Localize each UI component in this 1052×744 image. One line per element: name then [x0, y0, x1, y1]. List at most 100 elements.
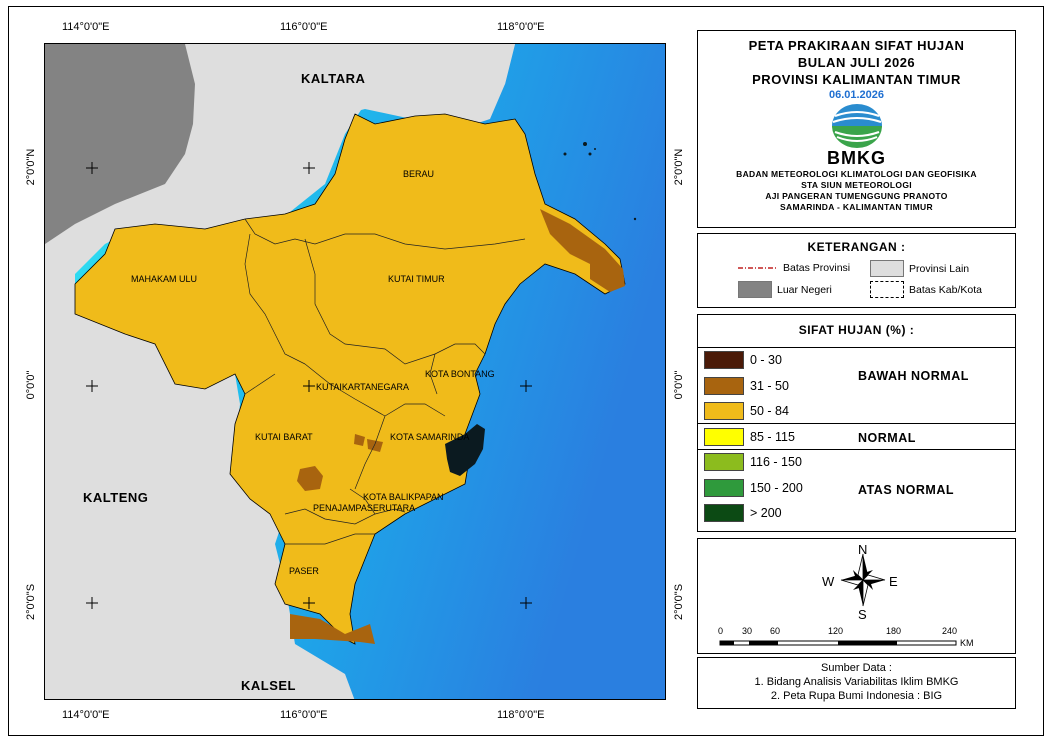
legend-class-swatch: [704, 478, 744, 497]
legend-provinsi-lain: Provinsi Lain: [870, 260, 969, 277]
grid-crosses: [86, 162, 532, 609]
class-rows: 0 - 30 31 - 50 50 - 84 85 - 115 116 - 150 150…: [698, 347, 1015, 533]
map-date: 06.01.2026: [828, 89, 885, 101]
other-province-swatch: [870, 260, 904, 277]
below-normal-patch: [367, 439, 383, 452]
map-title-line3: PROVINSI KALIMANTAN TIMUR: [752, 72, 961, 87]
logo-text: BMKG: [827, 148, 886, 168]
region-label-kaltara: KALTARA: [301, 71, 366, 86]
legend-class-swatch: [704, 402, 744, 420]
lat-label-left: 0°0'0": [25, 370, 37, 400]
sifat-hujan-title: SIFAT HUJAN (%) :: [798, 323, 915, 337]
place-label-kota-balikpapan: KOTA BALIKPAPAN: [363, 492, 444, 502]
scale-tick-label: 120: [828, 626, 844, 636]
below-normal-patch: [290, 614, 375, 644]
place-label-kota-bontang: KOTA BONTANG: [425, 369, 495, 379]
map-area[interactable]: KALTARA KALTENG KALSEL BERAU MAHAKAM ULU…: [44, 43, 666, 700]
bmkg-logo-icon: [698, 104, 1015, 148]
foreign-swatch: [738, 281, 772, 298]
legend-batas-kab: Batas Kab/Kota: [870, 281, 982, 298]
legend-class-row: 150 - 200: [698, 475, 1015, 500]
category-normal: NORMAL: [858, 431, 916, 445]
place-label-penajam: PENAJAMPASERUTARA: [313, 503, 416, 513]
scale-tick-label: 240: [942, 626, 958, 636]
scale-tick-label: 30: [742, 626, 753, 636]
map-svg: [45, 44, 665, 699]
legend-class-label: 0 - 30: [750, 353, 782, 367]
org-line: BADAN METEOROLOGI KLIMATOLOGI DAN GEOFIS…: [736, 169, 977, 179]
compass-n: N: [858, 542, 868, 557]
scale-tick-label: 60: [770, 626, 781, 636]
legend-class-row: 31 - 50: [698, 373, 1015, 398]
below-normal-patch: [354, 434, 365, 446]
source-title: Sumber Data :: [821, 662, 892, 674]
org-line: AJI PANGERAN TUMENGGUNG PRANOTO: [765, 191, 948, 201]
legend-class-label: 150 - 200: [750, 480, 803, 495]
lon-label-top: 118°0'0"E: [497, 21, 545, 33]
legend-class-swatch: [704, 504, 744, 522]
scale-tick-label: 0: [718, 626, 724, 636]
legend-class-row: 116 - 150: [698, 449, 1015, 474]
legend-class-label: 31 - 50: [750, 378, 789, 393]
legend-class-label: > 200: [750, 506, 782, 520]
province-boundary-icon: [738, 267, 778, 269]
legend-class-swatch: [704, 351, 744, 369]
legend-class-label: 116 - 150: [750, 455, 802, 469]
legend-class-swatch: [704, 376, 744, 395]
source-panel: Sumber Data : 1. Bidang Analisis Variabi…: [697, 657, 1016, 709]
legend-class-swatch: [704, 453, 744, 471]
legend-class-row: 85 - 115: [698, 424, 1015, 449]
legend-class-row: 0 - 30: [698, 347, 1015, 372]
lon-label-bottom: 118°0'0"E: [497, 709, 545, 721]
region-label-kalteng: KALTENG: [83, 490, 149, 505]
place-label-kutai-kartanegara: KUTAIKARTANEGARA: [316, 382, 410, 392]
legend-class-label: 50 - 84: [750, 404, 789, 418]
map-title-line2: BULAN JULI 2026: [797, 55, 916, 70]
place-label-paser: PASER: [289, 566, 319, 576]
lon-label-bottom: 114°0'0"E: [62, 709, 110, 721]
district-boundaries: [244, 218, 526, 545]
compass-s: S: [858, 607, 867, 622]
lat-label-left: 2°0'0"N: [25, 148, 37, 186]
compass-w: W: [822, 574, 835, 589]
source-line: 2. Peta Rupa Bumi Indonesia : BIG: [770, 690, 943, 702]
lon-label-top: 116°0'0"E: [280, 21, 328, 33]
lon-label-top: 114°0'0"E: [62, 21, 110, 33]
place-label-kutai-barat: KUTAI BARAT: [255, 432, 313, 442]
place-label-kutai-timur: KUTAI TIMUR: [388, 274, 445, 284]
sifat-hujan-panel: SIFAT HUJAN (%) : 0 - 30 31 - 50 50 - 84 85…: [697, 314, 1016, 532]
below-normal-patch: [297, 466, 323, 491]
map-title-line1: PETA PRAKIRAAN SIFAT HUJAN: [748, 38, 965, 53]
title-panel: PETA PRAKIRAAN SIFAT HUJAN BULAN JULI 20…: [697, 30, 1016, 228]
compass-panel: N S E W 0 30 60 120 180 240 KM: [697, 538, 1016, 654]
source-line: 1. Bidang Analisis Variabilitas Iklim BM…: [754, 676, 959, 688]
mahakam-delta: [445, 424, 485, 476]
region-label-kalsel: KALSEL: [241, 678, 296, 693]
keterangan-panel: KETERANGAN : Batas Provinsi Provinsi Lai…: [697, 233, 1016, 308]
lat-label-right: 2°0'0"N: [673, 148, 685, 186]
place-label-mahakam-ulu: MAHAKAM ULU: [131, 274, 198, 284]
lat-label-left: 2°0'0"S: [25, 583, 37, 621]
kaltara-area: [185, 44, 515, 214]
lat-label-right: 0°0'0": [673, 370, 685, 400]
district-boundary-swatch: [870, 281, 904, 298]
scale-bar-icon: [719, 640, 957, 646]
org-line: SAMARINDA - KALIMANTAN TIMUR: [780, 202, 933, 212]
compass-icon: [719, 553, 957, 646]
legend-class-label: 85 - 115: [750, 429, 795, 444]
other-province-area: [45, 44, 515, 699]
scale-tick-label: 180: [886, 626, 902, 636]
kaltim-land: [74, 113, 626, 645]
legend-class-row: 50 - 84: [698, 398, 1015, 423]
lat-label-right: 2°0'0"S: [673, 583, 685, 621]
place-label-berau: BERAU: [403, 169, 435, 179]
compass-e: E: [889, 574, 898, 589]
legend-class-row: > 200: [698, 500, 1015, 525]
below-normal-patch: [540, 209, 625, 292]
category-atas-normal: ATAS NORMAL: [858, 483, 954, 497]
org-line: STA SIUN METEOROLOGI: [801, 180, 912, 190]
place-label-kota-samarinda: KOTA SAMARINDA: [390, 432, 470, 442]
small-islands: [563, 142, 637, 221]
map-border: [8, 6, 1044, 736]
lon-label-bottom: 116°0'0"E: [280, 709, 328, 721]
